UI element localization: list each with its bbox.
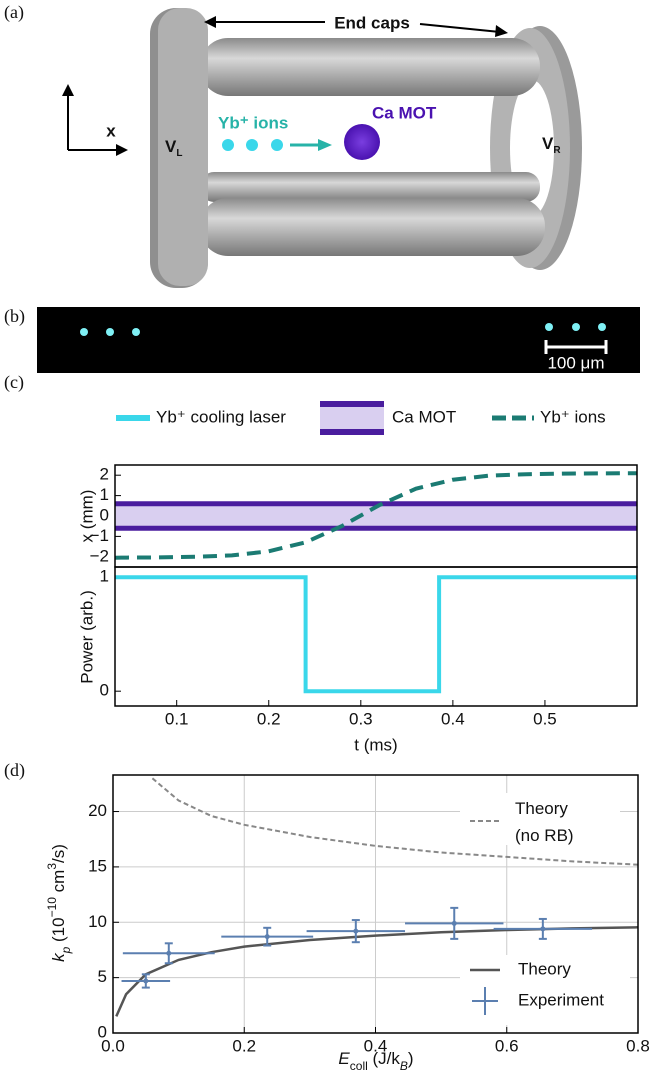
x-tick-label: 0.1 <box>165 709 189 728</box>
y-axis-label: x (mm) <box>77 490 96 543</box>
x-tick-label: 0.3 <box>349 709 373 728</box>
line <box>115 575 637 694</box>
label: VR <box>542 134 561 156</box>
x-tick-label: 0.4 <box>441 709 465 728</box>
legend-label: Theory <box>518 959 571 978</box>
legend-box <box>460 955 630 1025</box>
legend-swatch <box>320 404 384 432</box>
legend-label: Theory (no RB) <box>515 799 574 845</box>
ion-image <box>37 307 640 373</box>
y-tick-label: 20 <box>88 801 107 820</box>
panel-label: (b) <box>4 306 25 327</box>
x-axis-label: t (ms) <box>354 735 397 754</box>
point <box>264 934 270 940</box>
x-tick-label: 0.8 <box>626 1036 650 1055</box>
y-tick-label: 0 <box>100 505 109 524</box>
x-tick-label: 0.5 <box>533 709 557 728</box>
legend-label: Yb⁺ ions <box>540 407 606 426</box>
point <box>451 920 457 926</box>
legend-label: Yb⁺ cooling laser <box>156 407 286 426</box>
y-tick-label: 1 <box>100 567 109 586</box>
legend-label: Experiment <box>518 990 604 1009</box>
panel-label: (c) <box>4 372 24 393</box>
y-tick-label: 10 <box>88 912 107 931</box>
point <box>143 978 149 984</box>
y-tick-label: 0 <box>100 681 109 700</box>
y-tick-label: 0 <box>98 1022 107 1041</box>
y-tick-label: 5 <box>98 967 107 986</box>
label: x <box>106 121 116 140</box>
legend-box <box>460 793 620 845</box>
plot-frame <box>114 566 638 707</box>
label: End caps <box>334 13 410 32</box>
x-tick-label: 0.2 <box>232 1036 256 1055</box>
label: Ca MOT <box>372 103 437 122</box>
point <box>166 950 172 956</box>
panel-label: (d) <box>4 760 25 781</box>
x-tick-label: 0.6 <box>495 1036 519 1055</box>
trap-illustration <box>62 8 582 288</box>
y-tick-label: −2 <box>90 546 109 565</box>
point <box>540 926 546 932</box>
panel-label: (a) <box>4 2 24 23</box>
plot-frame <box>112 774 639 1034</box>
x-tick-label: 0.2 <box>257 709 281 728</box>
point <box>353 928 359 934</box>
legend-label: Ca MOT <box>392 407 456 426</box>
line <box>151 777 639 866</box>
scale-bar-label: 100 μm <box>547 353 604 372</box>
y-axis-label: Power (arb.) <box>77 590 96 684</box>
label: VL <box>165 137 182 159</box>
x-axis-label: Ecoll (J/kB) <box>338 1049 413 1072</box>
line <box>114 471 638 560</box>
y-tick-label: 2 <box>100 465 109 484</box>
x-tick-label: 0.0 <box>101 1036 125 1055</box>
y-tick-label: −1 <box>90 526 109 545</box>
x-tick-label: 0.4 <box>364 1036 388 1055</box>
y-axis-label: kp (10−10 cm3/s) <box>45 844 73 962</box>
label: Yb⁺ ions <box>218 113 288 132</box>
y-tick-label: 1 <box>100 485 109 504</box>
y-tick-label: 15 <box>88 856 107 875</box>
